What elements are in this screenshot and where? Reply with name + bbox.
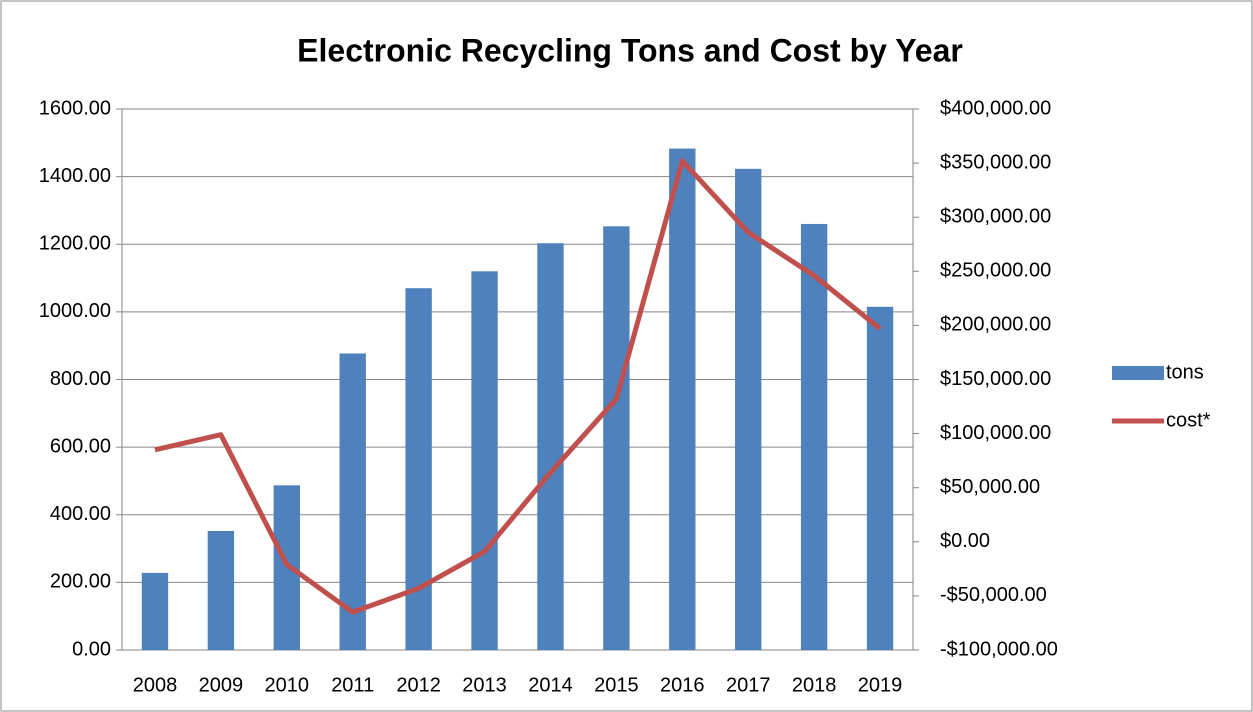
x-tick-label: 2010 [265,674,310,696]
y2-tick-label: -$50,000.00 [940,584,1047,606]
chart-title: Electronic Recycling Tons and Cost by Ye… [297,32,963,68]
x-tick-label: 2011 [331,674,374,696]
bar [141,572,169,650]
bar [537,243,564,650]
y2-tick-label: $100,000.00 [940,422,1051,444]
bar [339,353,366,650]
y-tick-label: 1200.00 [39,233,111,255]
y2-tick-label: $50,000.00 [940,476,1040,498]
bar [273,485,300,650]
x-tick-label: 2016 [660,674,705,696]
legend-swatch [1112,366,1164,380]
x-tick-label: 2015 [594,674,639,696]
bar [735,168,762,650]
y-tick-label: 600.00 [50,435,111,457]
line [154,158,882,615]
x-tick-label: 2008 [133,674,178,696]
y-tick-label: 1000.00 [39,300,111,322]
bar [471,271,498,650]
x-tick-label: 2017 [726,674,771,696]
y-tick-label: 0.00 [72,638,111,660]
y2-tick-label: -$100,000.00 [940,638,1058,660]
legend-label: tons [1166,361,1204,383]
y2-tick-label: $300,000.00 [940,205,1051,227]
x-tick-label: 2018 [792,674,837,696]
y-tick-label: 1600.00 [39,97,111,119]
y-tick-label: 400.00 [50,503,111,525]
bar [405,288,432,650]
x-tick-label: 2014 [528,674,573,696]
y2-tick-label: $250,000.00 [940,260,1051,282]
y-tick-label: 800.00 [50,368,111,390]
y2-tick-label: $200,000.00 [940,314,1051,336]
bar [603,226,630,650]
y-tick-label: 200.00 [50,571,111,593]
y-tick-label: 1400.00 [39,165,111,187]
bar [800,223,828,650]
legend-label: cost* [1166,409,1211,431]
bar [669,148,696,651]
x-tick-label: 2013 [462,674,507,696]
x-tick-label: 2019 [858,674,903,696]
x-tick-label: 2009 [199,674,244,696]
bar [866,306,894,650]
y2-tick-label: $400,000.00 [940,97,1051,119]
y2-tick-label: $150,000.00 [940,368,1051,390]
x-tick-label: 2012 [396,674,441,696]
bar [207,530,235,650]
y2-tick-label: $350,000.00 [940,151,1051,173]
y2-tick-label: $0.00 [940,530,990,552]
